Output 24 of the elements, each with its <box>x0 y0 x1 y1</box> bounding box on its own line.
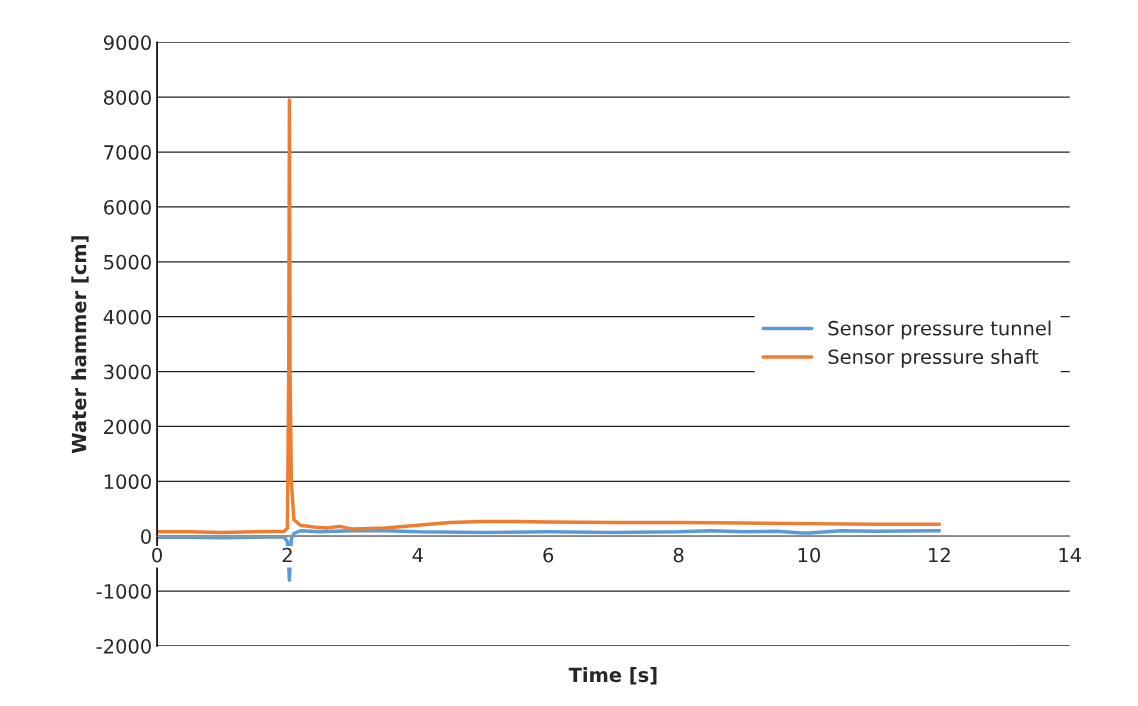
y-tick-label: 4000 <box>103 309 151 325</box>
y-tick-label: -2000 <box>96 638 151 654</box>
y-tick-label: 2000 <box>104 419 151 435</box>
y-tick-label: 0 <box>141 529 151 544</box>
x-axis-title: Time [s] <box>568 667 657 685</box>
y-tick-label: 6000 <box>104 199 151 215</box>
y-tick-label: 7000 <box>104 145 151 160</box>
y-tick-label: -1000 <box>96 584 151 599</box>
x-tick-label: 8 <box>673 547 684 563</box>
y-tick-label: 3000 <box>104 364 151 380</box>
legend-label: Sensor pressure tunnel <box>828 320 1051 340</box>
y-tick-label: 8000 <box>104 90 151 105</box>
y-tick-label: 9000 <box>103 35 151 51</box>
y-tick-label: 5000 <box>104 254 151 270</box>
y-tick-label: 1000 <box>104 474 151 490</box>
x-tick-label: 12 <box>929 547 950 563</box>
x-tick-label: 10 <box>798 547 821 563</box>
y-axis-title: Water hammer [cm] <box>71 236 89 454</box>
x-tick-label: 14 <box>1059 547 1081 563</box>
x-tick-label: 6 <box>543 547 554 563</box>
x-tick-label: 0 <box>152 547 162 563</box>
x-tick-label: 4 <box>412 547 423 563</box>
legend-label: Sensor pressure shaft <box>828 349 1039 368</box>
x-tick-label: 2 <box>282 547 292 563</box>
